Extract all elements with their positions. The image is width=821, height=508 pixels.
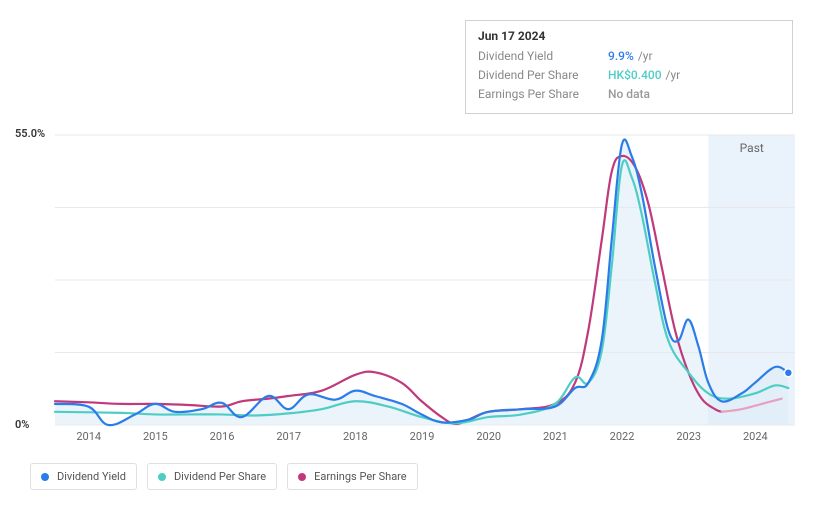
tooltip-label: Dividend Yield	[478, 47, 608, 66]
x-tick-label: 2014	[76, 430, 101, 443]
tooltip-row: Dividend Yield9.9% /yr	[478, 47, 780, 66]
legend-dot	[298, 473, 306, 481]
tooltip-label: Dividend Per Share	[478, 66, 608, 85]
chart-tooltip: Jun 17 2024 Dividend Yield9.9%/yrDividen…	[465, 20, 793, 114]
x-tick-label: 2024	[743, 430, 768, 443]
legend-label: Earnings Per Share	[314, 470, 407, 483]
tooltip-value: No data	[608, 85, 650, 104]
tooltip-label: Earnings Per Share	[478, 85, 608, 104]
legend-dot	[41, 473, 49, 481]
x-tick-label: 2021	[543, 430, 568, 443]
chart-legend: Dividend Yield Dividend Per Share Earnings…	[30, 463, 418, 490]
chart-canvas	[0, 115, 821, 475]
x-tick-label: 2018	[343, 430, 368, 443]
legend-label: Dividend Yield	[57, 470, 126, 483]
legend-item[interactable]: Earnings Per Share	[287, 463, 418, 490]
x-tick-label: 2020	[476, 430, 501, 443]
legend-dot	[158, 473, 166, 481]
x-tick-label: 2017	[276, 430, 301, 443]
tooltip-value: 9.9%	[608, 47, 634, 66]
dividend-chart[interactable]: 55.0% 0% Past 20142015201620172018201920…	[0, 115, 821, 475]
tooltip-row: Dividend Per ShareHK$0.400/yr	[478, 66, 780, 85]
tooltip-value: HK$0.400	[608, 66, 662, 85]
tooltip-unit: /yr	[638, 47, 653, 66]
tooltip-date: Jun 17 2024	[478, 29, 780, 43]
x-tick-label: 2016	[210, 430, 235, 443]
x-tick-label: 2015	[143, 430, 168, 443]
legend-item[interactable]: Dividend Yield	[30, 463, 137, 490]
tooltip-row: Earnings Per ShareNo data	[478, 85, 780, 104]
past-region-label: Past	[740, 141, 786, 155]
x-tick-label: 2022	[610, 430, 635, 443]
tooltip-unit: /yr	[666, 66, 681, 85]
legend-label: Dividend Per Share	[174, 470, 266, 483]
x-tick-label: 2023	[676, 430, 701, 443]
x-tick-label: 2019	[410, 430, 435, 443]
legend-item[interactable]: Dividend Per Share	[147, 463, 277, 490]
